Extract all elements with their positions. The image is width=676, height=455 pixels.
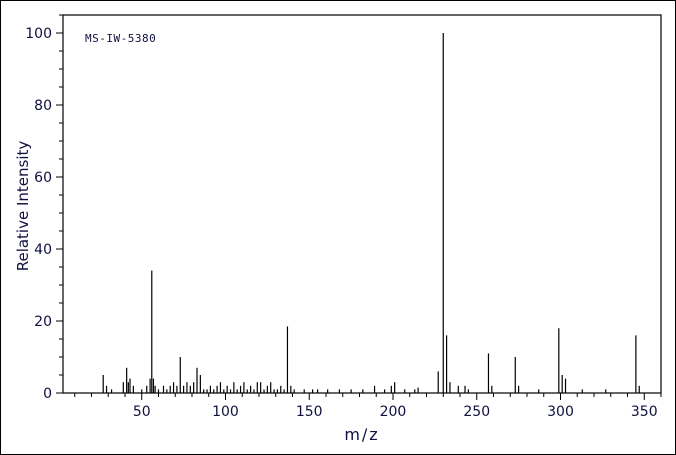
x-axis-title: m/z xyxy=(344,425,380,444)
y-tick-label: 100 xyxy=(25,26,52,42)
spectrum-id-label: MS-IW-5380 xyxy=(85,32,157,45)
axes-box xyxy=(62,14,662,394)
y-tick-label: 80 xyxy=(34,98,52,114)
x-tick-label: 150 xyxy=(296,404,323,420)
y-tick-label: 60 xyxy=(34,170,52,186)
y-tick-label: 20 xyxy=(34,314,52,330)
x-tick-label: 300 xyxy=(547,404,574,420)
x-tick-label: 200 xyxy=(380,404,407,420)
y-tick-label: 0 xyxy=(43,386,52,402)
y-tick-label: 40 xyxy=(34,242,52,258)
x-tick-label: 100 xyxy=(212,404,239,420)
x-tick-label: 250 xyxy=(463,404,490,420)
x-tick-label: 50 xyxy=(133,404,151,420)
y-axis-title: Relative Intensity xyxy=(14,140,32,272)
x-tick-label: 350 xyxy=(631,404,658,420)
